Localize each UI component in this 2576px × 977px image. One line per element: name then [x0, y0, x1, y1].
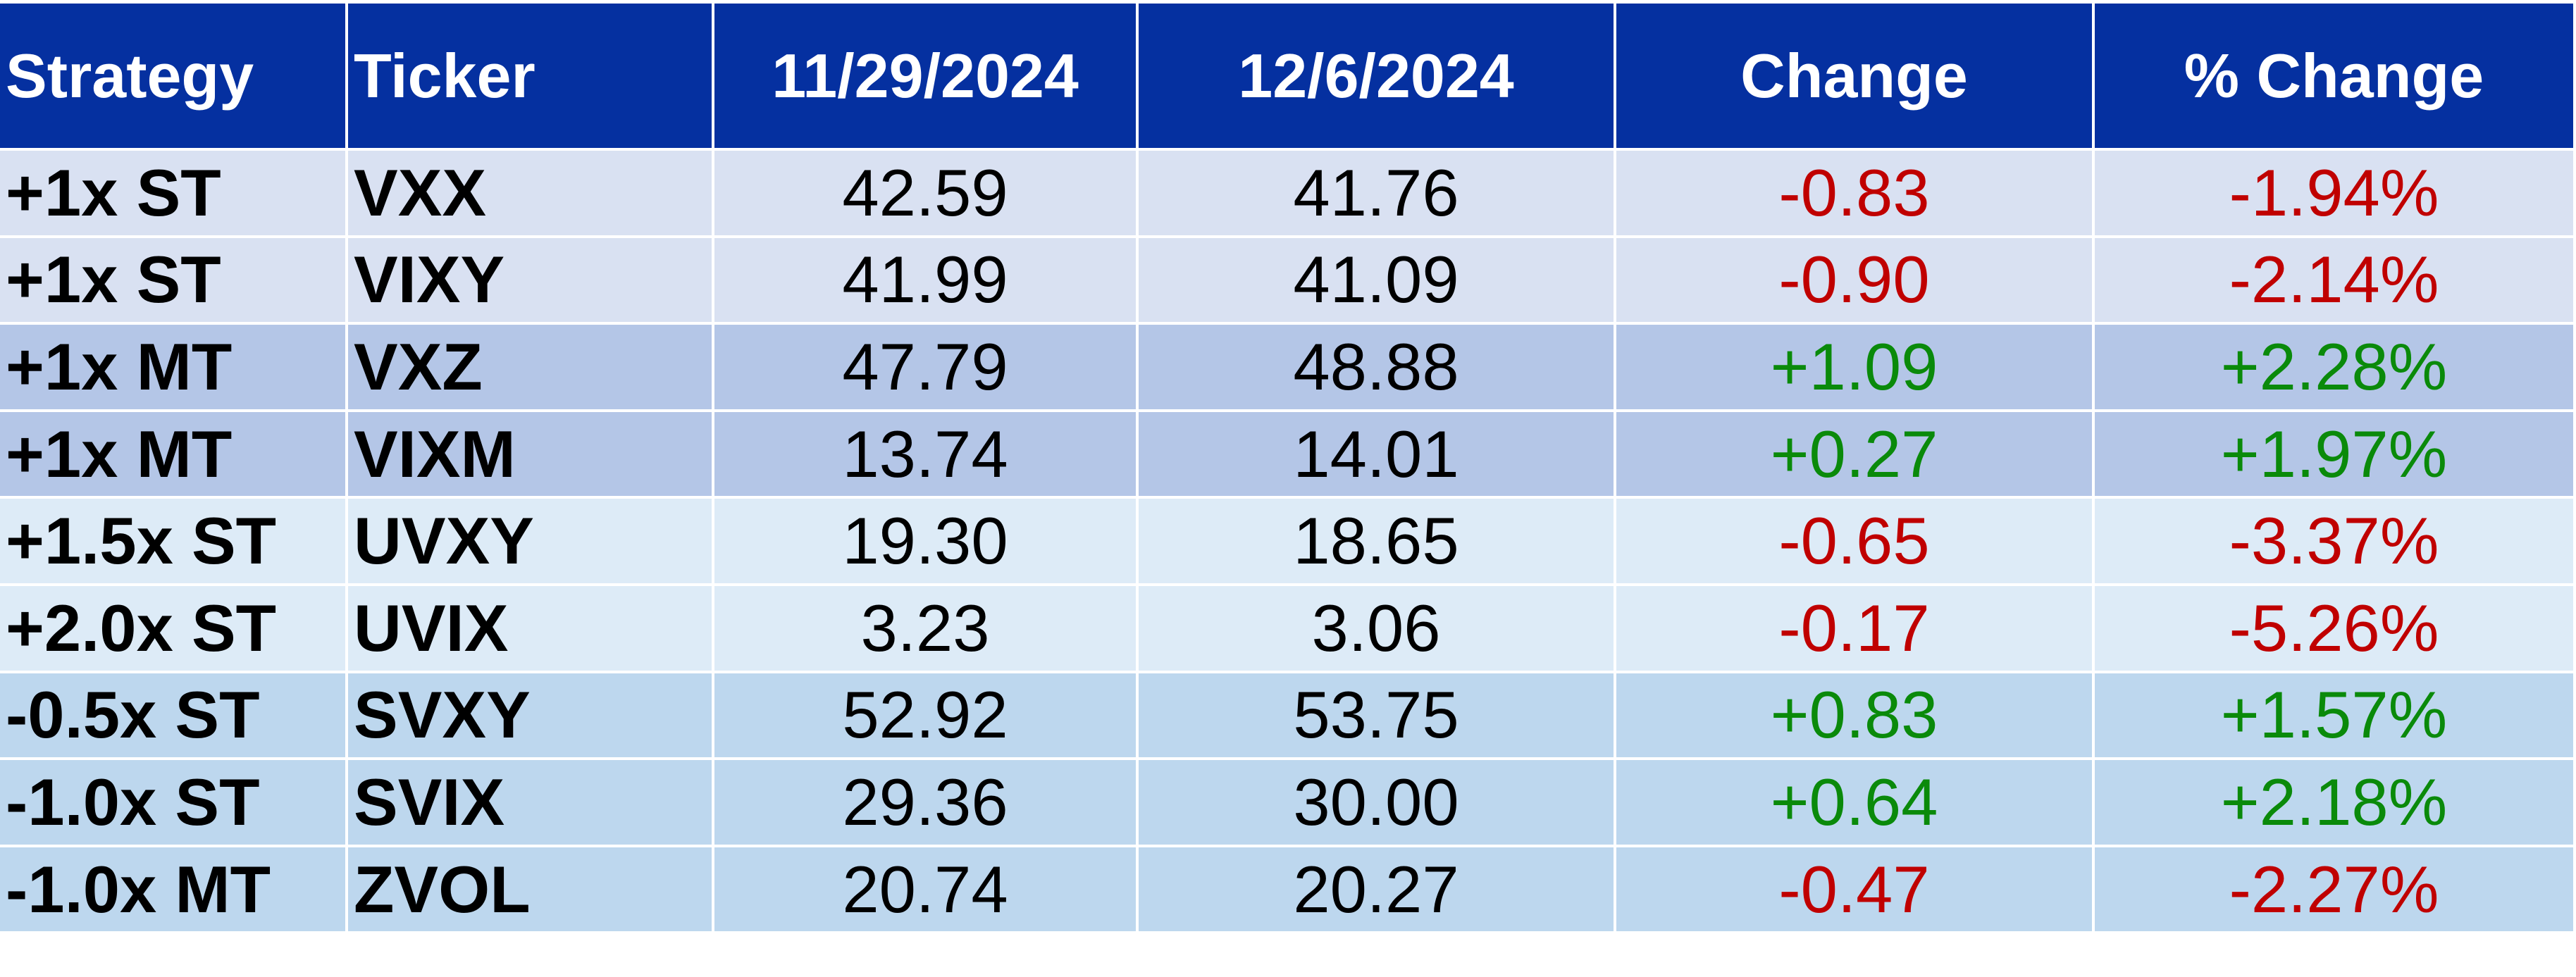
value-cell: +1.97%	[2095, 411, 2576, 499]
value-cell: -1.94%	[2095, 151, 2576, 238]
label-cell: VIXM	[348, 411, 714, 499]
value-cell: -3.37%	[2095, 499, 2576, 586]
value-cell: 19.30	[714, 499, 1139, 586]
value-cell: +0.64	[1616, 760, 2095, 847]
label-cell: ZVOL	[348, 847, 714, 935]
value-cell: 53.75	[1139, 673, 1616, 761]
value-cell: 30.00	[1139, 760, 1616, 847]
header-cell: Strategy	[0, 4, 348, 151]
value-cell: 3.06	[1139, 586, 1616, 673]
value-cell: 29.36	[714, 760, 1139, 847]
value-cell: -0.47	[1616, 847, 2095, 935]
label-cell: -1.0x ST	[0, 760, 348, 847]
value-cell: -0.65	[1616, 499, 2095, 586]
label-cell: UVIX	[348, 586, 714, 673]
label-cell: UVXY	[348, 499, 714, 586]
value-cell: -0.90	[1616, 237, 2095, 325]
header-cell: % Change	[2095, 4, 2576, 151]
value-cell: 41.09	[1139, 237, 1616, 325]
label-cell: VXX	[348, 151, 714, 238]
value-cell: 20.74	[714, 847, 1139, 935]
header-cell: 12/6/2024	[1139, 4, 1616, 151]
value-cell: 41.99	[714, 237, 1139, 325]
value-cell: 42.59	[714, 151, 1139, 238]
label-cell: +1x ST	[0, 237, 348, 325]
value-cell: 20.27	[1139, 847, 1616, 935]
header-cell: 11/29/2024	[714, 4, 1139, 151]
label-cell: +1x MT	[0, 325, 348, 412]
value-cell: 13.74	[714, 411, 1139, 499]
value-cell: -2.14%	[2095, 237, 2576, 325]
label-cell: +2.0x ST	[0, 586, 348, 673]
value-cell: 41.76	[1139, 151, 1616, 238]
header-cell: Change	[1616, 4, 2095, 151]
label-cell: -0.5x ST	[0, 673, 348, 761]
header-cell: Ticker	[348, 4, 714, 151]
value-cell: 47.79	[714, 325, 1139, 412]
value-cell: -2.27%	[2095, 847, 2576, 935]
value-cell: +0.27	[1616, 411, 2095, 499]
label-cell: VIXY	[348, 237, 714, 325]
label-cell: VXZ	[348, 325, 714, 412]
label-cell: +1.5x ST	[0, 499, 348, 586]
label-cell: SVIX	[348, 760, 714, 847]
value-cell: -5.26%	[2095, 586, 2576, 673]
value-cell: 52.92	[714, 673, 1139, 761]
label-cell: +1x ST	[0, 151, 348, 238]
label-cell: +1x MT	[0, 411, 348, 499]
value-cell: 18.65	[1139, 499, 1616, 586]
value-cell: 14.01	[1139, 411, 1616, 499]
label-cell: SVXY	[348, 673, 714, 761]
value-cell: +1.57%	[2095, 673, 2576, 761]
value-cell: +1.09	[1616, 325, 2095, 412]
value-cell: -0.83	[1616, 151, 2095, 238]
value-cell: 48.88	[1139, 325, 1616, 412]
value-cell: +2.28%	[2095, 325, 2576, 412]
value-cell: 3.23	[714, 586, 1139, 673]
value-cell: -0.17	[1616, 586, 2095, 673]
value-cell: +0.83	[1616, 673, 2095, 761]
label-cell: -1.0x MT	[0, 847, 348, 935]
value-cell: +2.18%	[2095, 760, 2576, 847]
